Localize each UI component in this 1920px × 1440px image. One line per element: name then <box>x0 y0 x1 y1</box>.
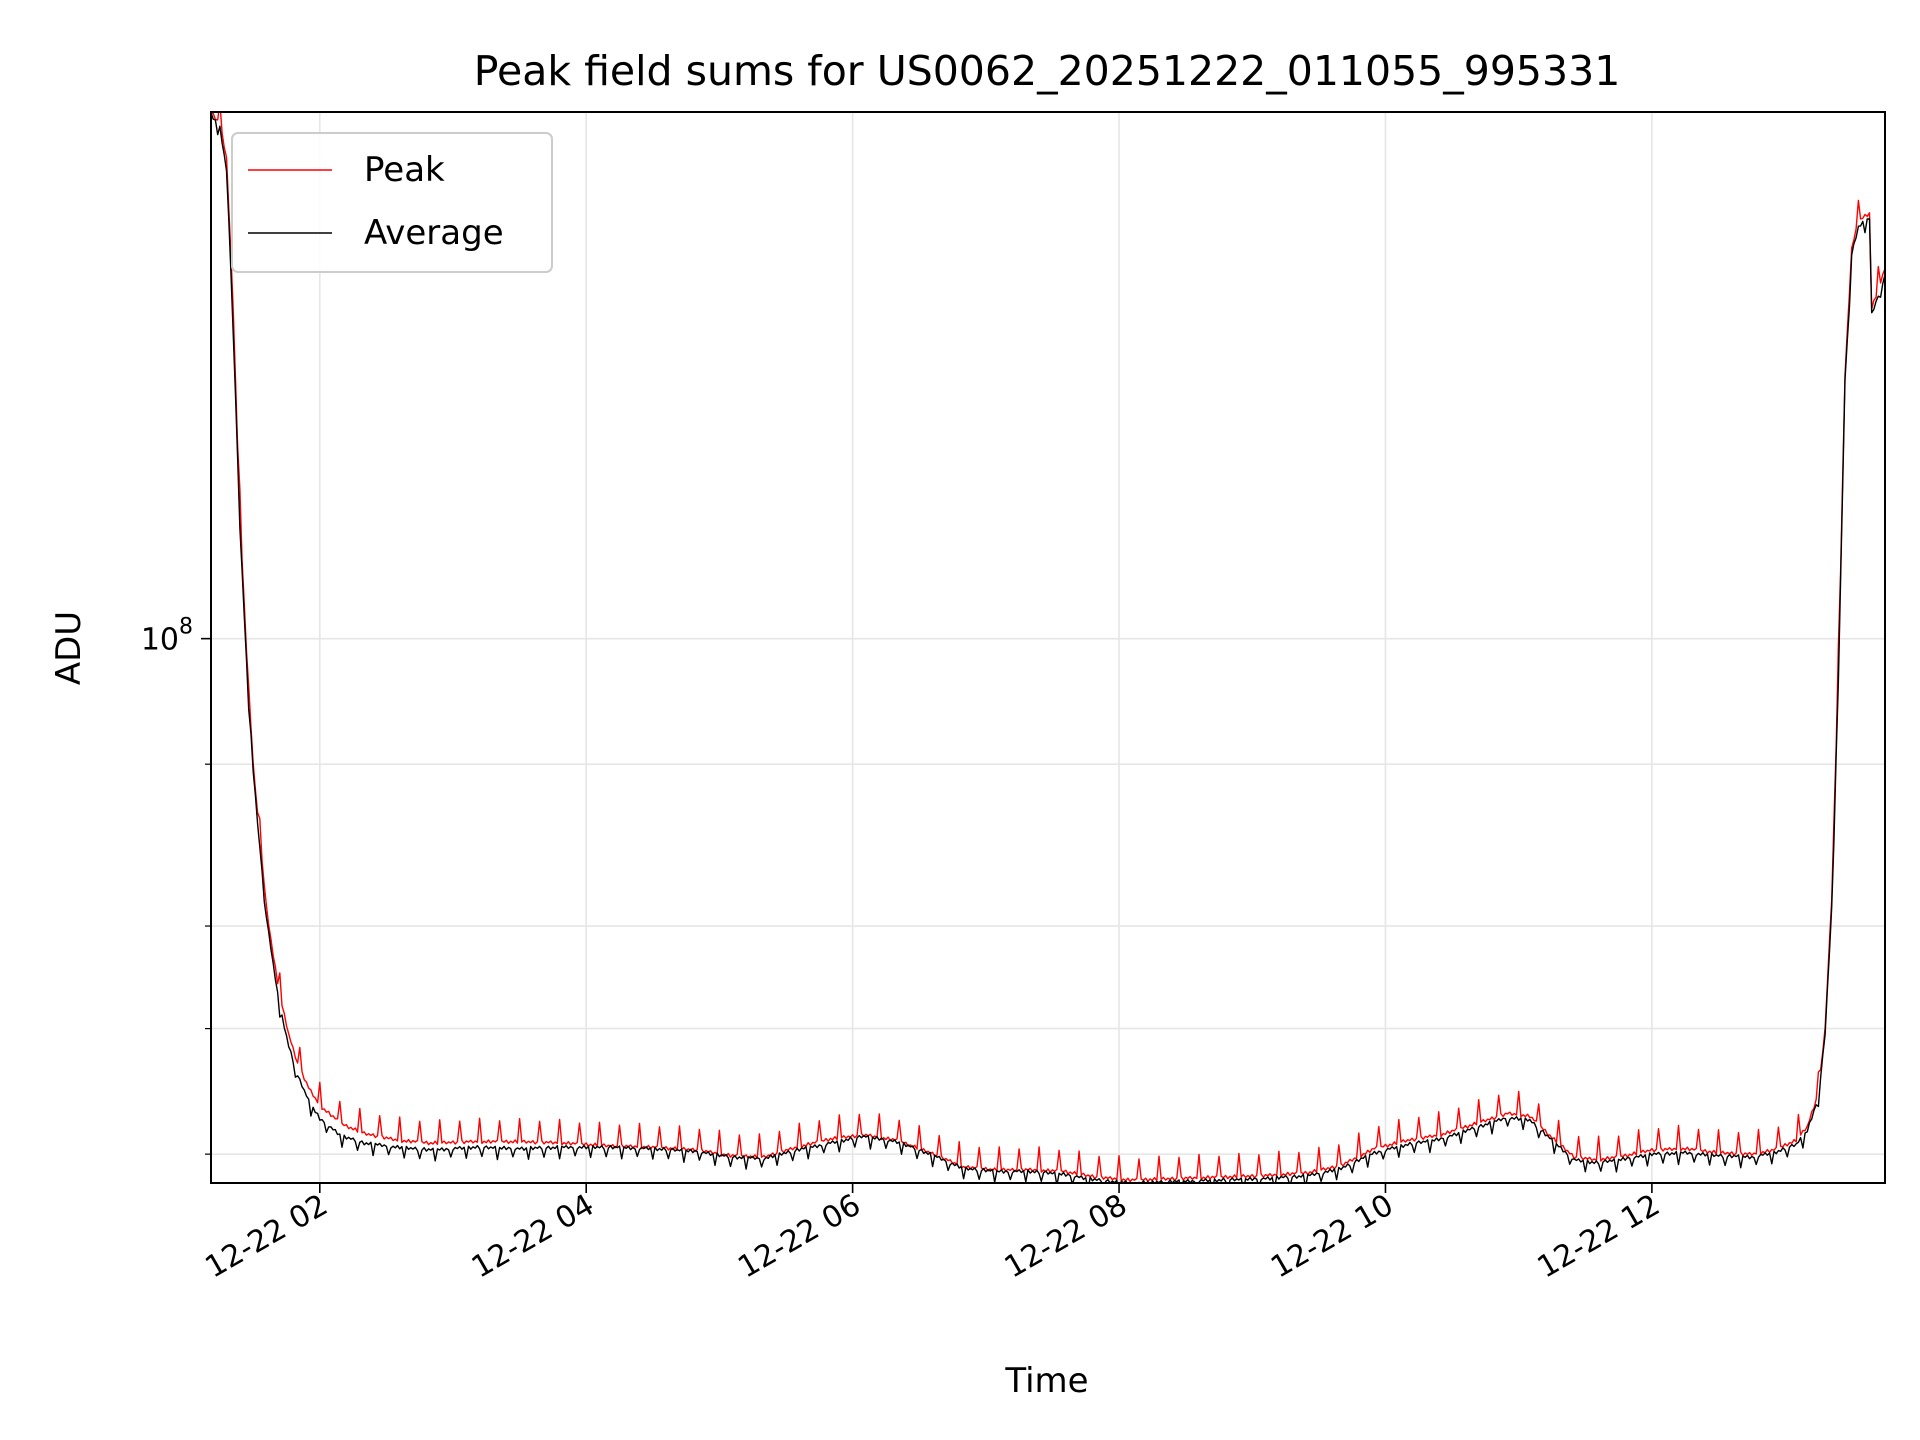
chart-title: Peak field sums for US0062_20251222_0110… <box>474 47 1621 95</box>
legend-box <box>231 132 553 273</box>
plot-frame <box>210 111 1886 1184</box>
y-axis-title: ADU <box>49 611 89 685</box>
x-axis-title: Time <box>1004 1361 1088 1401</box>
legend-label-peak: Peak <box>364 150 445 190</box>
series-line-average <box>211 112 1885 1183</box>
legend: Peak Average <box>231 132 553 273</box>
grid <box>211 112 1885 1183</box>
series-line-peak <box>211 112 1885 1183</box>
legend-label-average: Average <box>364 213 504 253</box>
series-layer <box>211 112 1885 1183</box>
